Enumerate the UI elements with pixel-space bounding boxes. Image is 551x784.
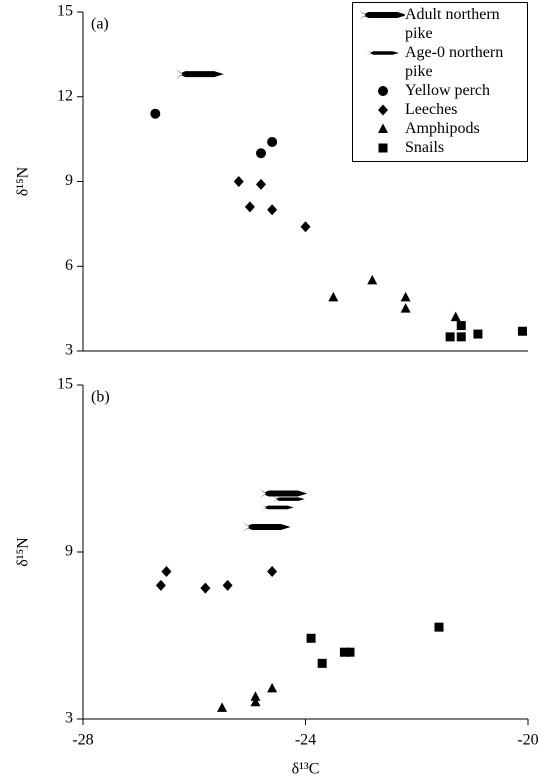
legend-label: Amphipods <box>405 120 480 137</box>
legend-label: Age-0 northern pike <box>405 44 504 80</box>
y-axis-label: δ¹⁵N <box>15 537 32 567</box>
legend-item: Amphipods <box>353 119 527 138</box>
point <box>445 332 455 342</box>
point <box>328 291 339 302</box>
point <box>345 647 355 657</box>
point <box>222 579 233 591</box>
point <box>378 123 388 133</box>
point <box>378 143 388 153</box>
point <box>244 201 255 213</box>
point <box>161 565 172 577</box>
legend-item: Leeches <box>353 100 527 119</box>
point <box>434 622 444 632</box>
y-tick-label: 9 <box>65 543 73 560</box>
y-tick-label: 6 <box>65 257 73 274</box>
point <box>367 274 378 285</box>
point <box>155 579 166 591</box>
point <box>175 69 224 80</box>
y-tick-label: 15 <box>57 3 73 20</box>
point <box>300 221 311 233</box>
point <box>242 521 291 533</box>
legend-label: Snails <box>405 139 445 156</box>
point <box>400 291 411 302</box>
point <box>250 696 261 707</box>
point <box>378 104 388 116</box>
legend-marker <box>378 104 388 116</box>
y-tick-label: 9 <box>65 172 73 189</box>
y-axis-label: δ¹⁵N <box>15 166 32 196</box>
point <box>400 303 411 313</box>
legend-marker <box>378 123 388 133</box>
point <box>256 178 266 190</box>
point <box>367 49 399 57</box>
point <box>150 108 161 119</box>
y-tick-label: 3 <box>65 710 73 727</box>
point <box>261 504 294 511</box>
point <box>267 204 278 216</box>
point <box>306 633 316 643</box>
point <box>267 565 278 577</box>
point <box>456 321 466 331</box>
point <box>233 176 244 187</box>
legend-marker <box>367 49 399 57</box>
point <box>250 691 261 701</box>
point <box>259 488 308 499</box>
point <box>256 148 266 159</box>
point <box>217 702 228 712</box>
panel-label: (a) <box>91 16 109 33</box>
legend-marker <box>359 9 405 21</box>
point <box>378 86 388 96</box>
point <box>267 682 278 693</box>
legend-item: Adult northern pike <box>353 5 527 43</box>
legend-item: Yellow perch <box>353 81 527 100</box>
legend-label: Yellow perch <box>405 82 491 99</box>
legend: Adult northern pike Age-0 northern pike Ye… <box>352 2 528 162</box>
y-tick-label: 3 <box>65 342 73 359</box>
point <box>267 136 278 147</box>
point <box>317 658 327 668</box>
legend-label: Leeches <box>405 101 458 118</box>
x-tick-label: -24 <box>295 732 316 749</box>
legend-marker <box>378 86 388 96</box>
legend-marker <box>378 143 388 153</box>
point <box>450 311 461 322</box>
point <box>517 326 527 336</box>
y-tick-label: 12 <box>57 87 73 104</box>
point <box>339 647 349 657</box>
x-axis-label: δ¹³C <box>292 761 320 778</box>
panel-label: (b) <box>91 389 110 406</box>
point <box>473 329 483 339</box>
point <box>272 496 305 503</box>
point <box>359 9 405 21</box>
point <box>456 332 466 342</box>
x-tick-label: -20 <box>517 732 538 749</box>
legend-item: Snails <box>353 138 527 157</box>
y-tick-label: 15 <box>57 376 73 393</box>
legend-item: Age-0 northern pike <box>353 43 527 81</box>
legend-label: Adult northern pike <box>405 6 500 42</box>
point <box>200 582 211 594</box>
x-tick-label: -28 <box>72 732 93 749</box>
